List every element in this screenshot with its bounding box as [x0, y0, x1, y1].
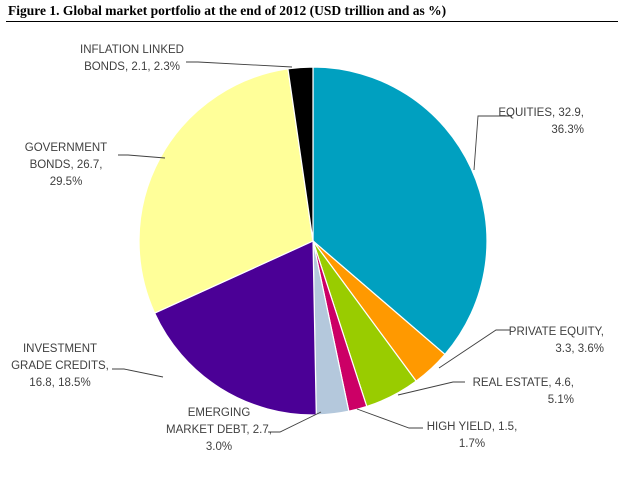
- data-label-line: BONDS, 26.7,: [30, 159, 103, 171]
- data-label-line: INFLATION LINKED: [80, 44, 184, 56]
- data-label-line: PRIVATE EQUITY,: [509, 326, 604, 338]
- figure-title: Figure 1. Global market portfolio at the…: [8, 3, 447, 18]
- data-label-equities: EQUITIES, 32.9, 36.3%: [498, 107, 584, 136]
- data-label-government-bonds: GOVERNMENT BONDS, 26.7, 29.5%: [25, 142, 107, 188]
- data-label-line: 36.3%: [551, 124, 584, 136]
- title-underline: [6, 21, 618, 22]
- leader-line-emerging-market-debt: [268, 411, 322, 433]
- data-label-line: INVESTMENT: [23, 343, 97, 355]
- data-label-line: MARKET DEBT, 2.7,: [166, 424, 272, 436]
- data-label-line: REAL ESTATE, 4.6,: [473, 377, 574, 389]
- data-label-line: EMERGING: [188, 407, 251, 419]
- leader-line-private-equity: [438, 329, 510, 369]
- data-label-line: 1.7%: [459, 438, 485, 450]
- leader-line-high-yield: [356, 408, 423, 429]
- data-label-line: HIGH YIELD, 1.5,: [427, 421, 518, 433]
- data-label-private-equity: PRIVATE EQUITY, 3.3, 3.6%: [509, 326, 604, 355]
- data-label-investment-grade-credits: INVESTMENT GRADE CREDITS, 16.8, 18.5%: [11, 343, 109, 389]
- data-label-high-yield: HIGH YIELD, 1.5, 1.7%: [427, 421, 518, 450]
- data-label-real-estate: REAL ESTATE, 4.6, 5.1%: [473, 377, 574, 406]
- data-label-line: GOVERNMENT: [25, 142, 107, 154]
- pie-slice-equities: [312, 66, 488, 356]
- leader-line-inflation-linked-bonds: [186, 61, 293, 68]
- data-label-line: 16.8, 18.5%: [29, 377, 90, 389]
- leader-line-investment-grade-credits: [112, 368, 164, 378]
- data-label-emerging-market-debt: EMERGING MARKET DEBT, 2.7, 3.0%: [166, 407, 272, 453]
- data-label-line: 3.3, 3.6%: [555, 343, 604, 355]
- data-label-inflation-linked-bonds: INFLATION LINKED BONDS, 2.1, 2.3%: [80, 44, 184, 73]
- leader-line-real-estate: [397, 381, 465, 396]
- data-label-line: 29.5%: [50, 176, 83, 188]
- pie-slice-investment-grade-credits: [153, 240, 317, 416]
- data-label-line: GRADE CREDITS,: [11, 360, 109, 372]
- data-label-line: 5.1%: [548, 394, 574, 406]
- leader-line-government-bonds: [118, 154, 166, 159]
- data-label-line: BONDS, 2.1, 2.3%: [84, 61, 180, 73]
- pie-slice-inflation-linked-bonds: [287, 66, 314, 242]
- data-label-line: 3.0%: [206, 441, 232, 453]
- leader-line-equities: [473, 115, 512, 171]
- data-label-line: EQUITIES, 32.9,: [498, 107, 584, 119]
